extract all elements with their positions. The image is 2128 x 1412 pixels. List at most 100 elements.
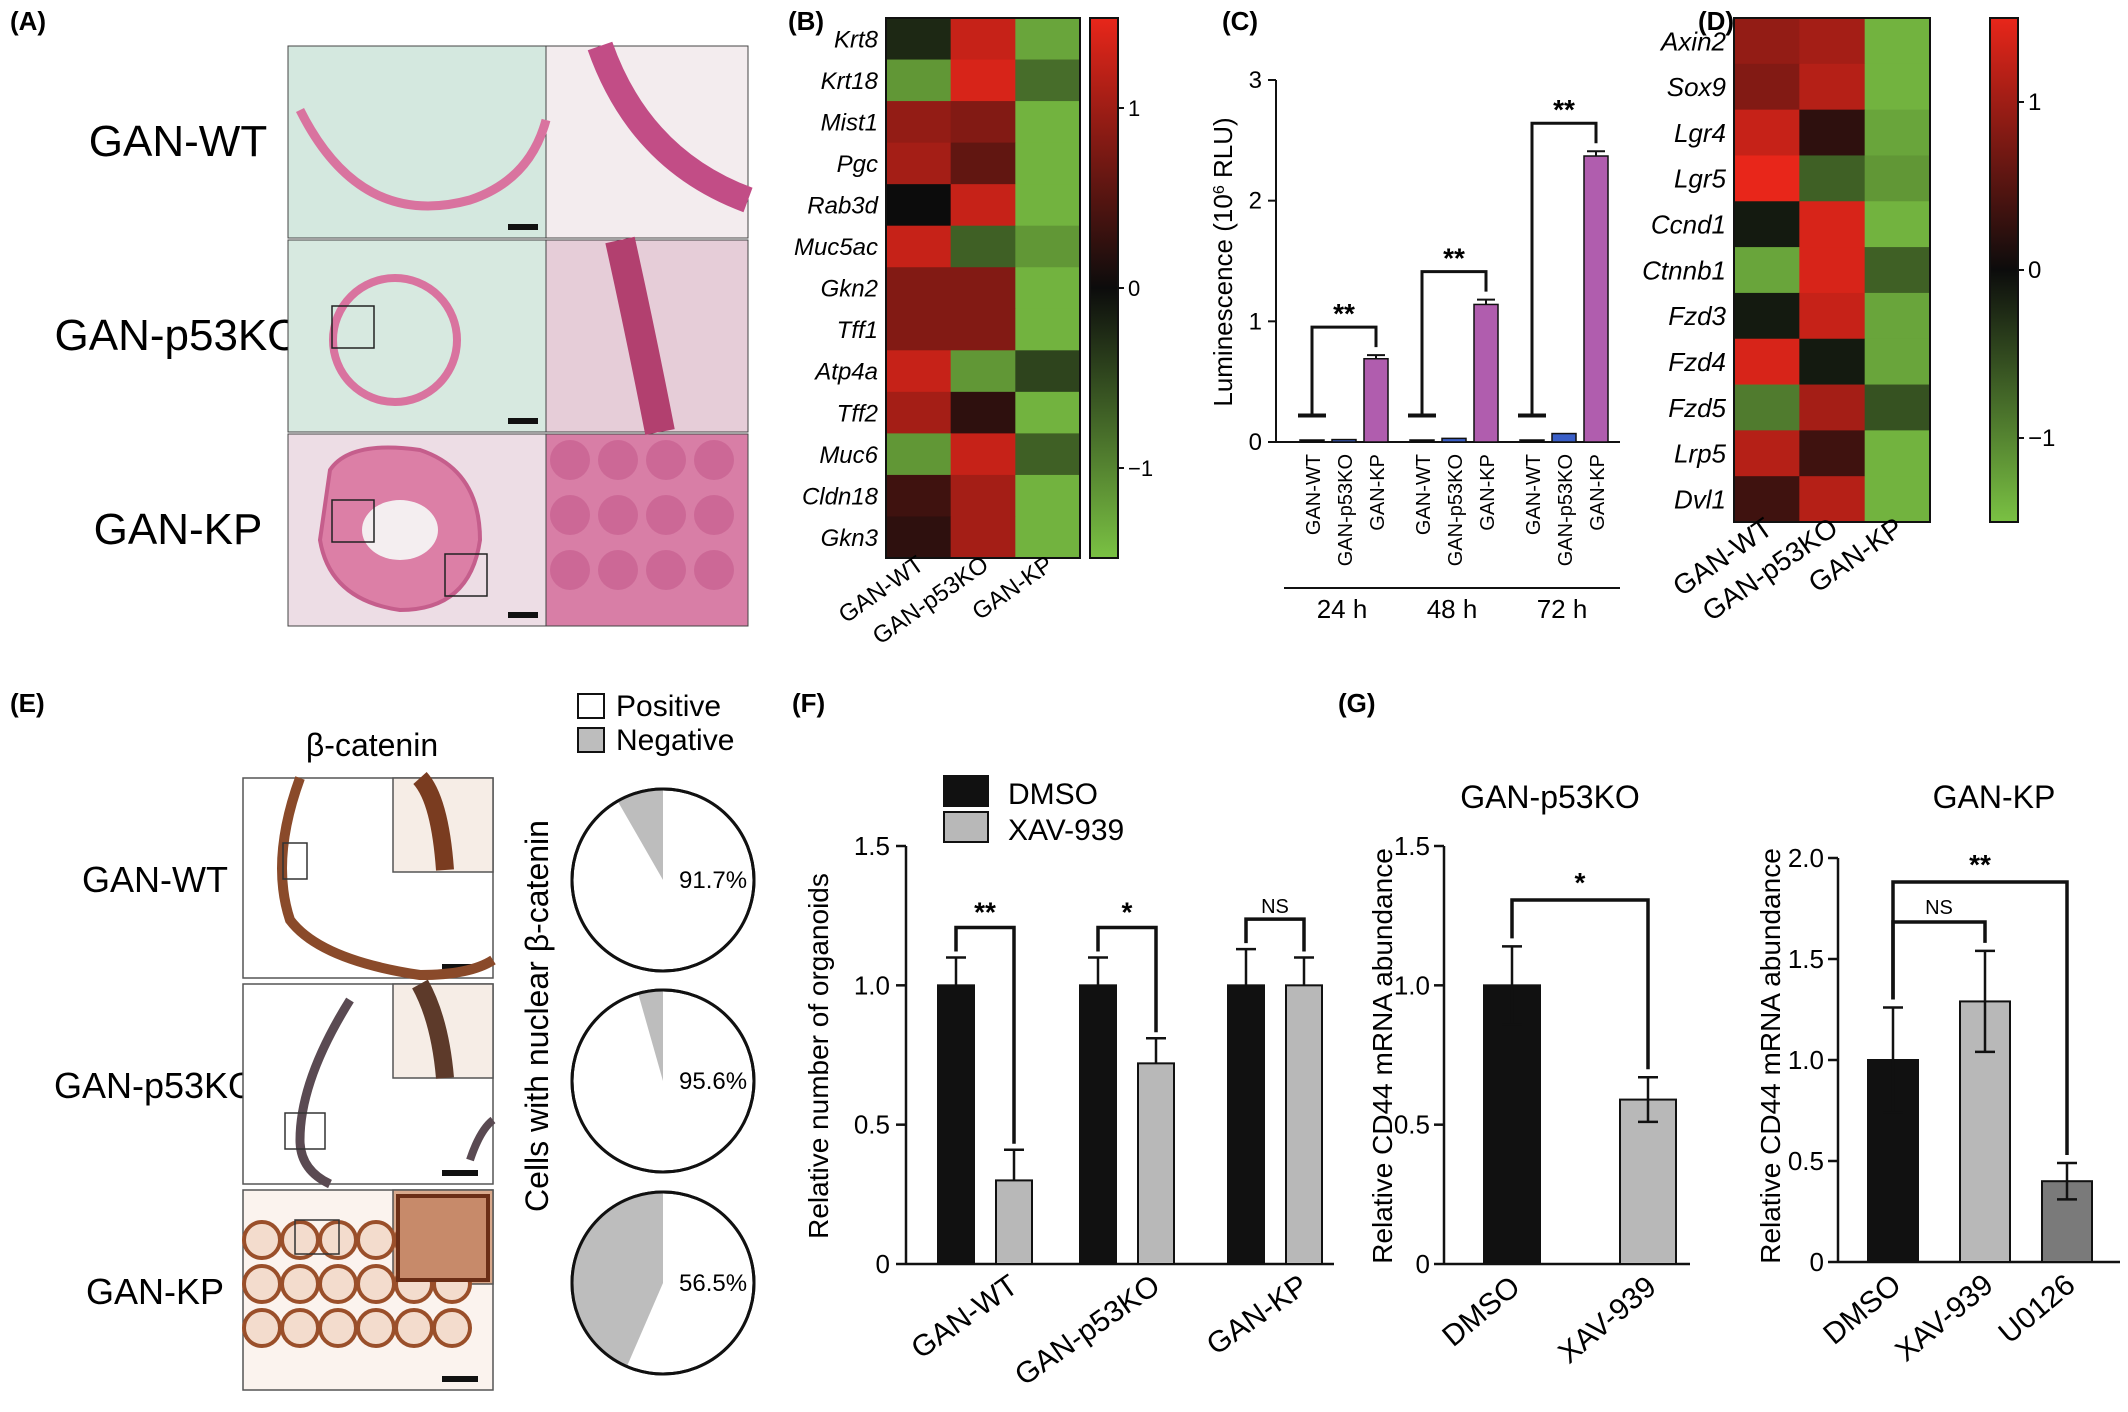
bar-label: GAN-WT [1523, 454, 1545, 535]
cell-nucleus [598, 440, 638, 480]
significance-mark: NS [1925, 897, 1953, 919]
heat-cell-mist1-1 [886, 101, 952, 144]
panel-letter-E: (E) [10, 688, 45, 718]
bar-gan-kp-3 [1583, 155, 1609, 443]
y-axis-label: Cells with nuclear β-catenin [519, 820, 555, 1212]
heat-cell-ccnd1-3 [1864, 201, 1931, 248]
category-label-u0126: U0126 [1993, 1268, 2082, 1350]
heat-cell-krt8-1 [886, 18, 952, 61]
heat-cell-gkn2-2 [950, 267, 1016, 310]
heat-cell-lrp5-3 [1864, 430, 1931, 477]
panel-b: Krt8 Krt18 Mist1 Pgc Rab3d Muc5ac Gkn2 Tff1 Atp4… [794, 17, 1153, 650]
epithelium-stain [466, 1116, 496, 1162]
heat-cell-mist1-3 [1015, 101, 1081, 144]
group-label: 72 h [1537, 594, 1588, 624]
scale-bar [508, 224, 538, 230]
cell-membrane-stain [356, 1308, 396, 1348]
heat-cell-krt8-3 [1015, 18, 1081, 61]
legend-swatch-negative [577, 727, 605, 753]
y-tick-label: 1.0 [1788, 1045, 1824, 1075]
legend-swatch-dmso [943, 775, 989, 807]
heat-cell-sox9-1 [1734, 63, 1800, 111]
cell-membrane-stain [318, 1220, 358, 1260]
row-label-gan-kp: GAN-KP [86, 1271, 224, 1312]
y-tick-label: 0 [876, 1249, 890, 1279]
cell-nucleus [598, 495, 638, 535]
cell-membrane-stain [280, 1308, 320, 1348]
row-label-gan-wt: GAN-WT [82, 859, 228, 900]
heat-cell-atp4a-1 [886, 350, 952, 393]
heat-cell-lrp5-1 [1734, 430, 1800, 477]
bar-label: GAN-KP [1367, 454, 1389, 531]
panel-letter-D: (D) [1698, 6, 1734, 36]
category-label-dmso: DMSO [1436, 1270, 1526, 1353]
heat-cell-mist1-2 [950, 101, 1016, 144]
bar-dmso-gan-wt [937, 984, 975, 1265]
bar-label: GAN-WT [1413, 454, 1435, 535]
row-label-gan-kp: GAN-KP [94, 505, 263, 554]
heat-cell-cldn18-3 [1015, 474, 1081, 517]
scale-tick-label: 0 [1128, 276, 1140, 301]
gene-label-muc6: Muc6 [819, 442, 878, 469]
group-label: 24 h [1317, 594, 1368, 624]
heat-cell-fzd4-3 [1864, 338, 1931, 386]
y-tick-label: 0 [1249, 429, 1262, 456]
gene-label-sox9: Sox9 [1667, 72, 1726, 102]
gene-label-muc5ac: Muc5ac [794, 234, 878, 261]
bar-xav-939-gan-wt [995, 1179, 1033, 1266]
pie-outline [570, 988, 756, 1174]
zoom-box [294, 1219, 340, 1255]
heat-cell-dvl1-2 [1799, 476, 1866, 523]
cell-nucleus [646, 550, 686, 590]
y-tick-label: 1.5 [1394, 831, 1430, 861]
gene-label-ccnd1: Ccnd1 [1651, 210, 1726, 240]
pie-outline [570, 1190, 756, 1376]
cell-nucleus [550, 495, 590, 535]
heat-cell-tff2-3 [1015, 391, 1081, 434]
gene-label-ctnnb1: Ctnnb1 [1642, 255, 1726, 285]
significance-bracket [1530, 121, 1598, 416]
heat-cell-muc6-1 [886, 433, 952, 476]
panel-letter-G: (G) [1338, 688, 1376, 718]
heat-cell-lgr4-1 [1734, 109, 1800, 156]
zoom-box [284, 1112, 326, 1150]
gene-label-fzd5: Fzd5 [1668, 393, 1726, 423]
heat-cell-gkn2-3 [1015, 267, 1081, 310]
heat-cell-ccnd1-1 [1734, 201, 1800, 248]
y-tick-label: 3 [1249, 67, 1262, 94]
epithelium-stain-zoom [412, 771, 454, 871]
heat-cell-muc5ac-3 [1015, 225, 1081, 268]
bar-gan-wt-1 [1299, 439, 1325, 443]
heat-cell-atp4a-3 [1015, 350, 1081, 393]
significance-bracket [1244, 917, 1306, 952]
panel-letter-F: (F) [792, 688, 825, 718]
gene-label-cldn18: Cldn18 [802, 483, 879, 510]
gene-label-lgr5: Lgr5 [1674, 164, 1727, 194]
pie-label: 91.7% [679, 867, 747, 894]
heat-cell-rab3d-3 [1015, 184, 1081, 227]
legend-label-xav939: XAV-939 [1008, 814, 1124, 847]
heat-cell-ctnnb1-1 [1734, 247, 1800, 294]
legend-swatch-xav939 [943, 811, 989, 843]
heat-cell-muc6-2 [950, 433, 1016, 476]
pie-negative-3 [572, 1192, 663, 1367]
heat-cell-fzd5-2 [1799, 384, 1866, 431]
cell-membrane-stain [356, 1220, 396, 1260]
heat-cell-gkn2-1 [886, 267, 952, 310]
scale-bar [442, 1376, 478, 1382]
group-label: 48 h [1427, 594, 1478, 624]
bar-label: GAN-p53KO [1555, 454, 1577, 566]
inset-membrane-stain [396, 1194, 490, 1282]
heat-cell-fzd3-2 [1799, 292, 1866, 340]
epithelium-stain [295, 997, 354, 1189]
heat-cell-lrp5-2 [1799, 430, 1866, 477]
panel-d: Axin2 Sox9 Lgr4 Lgr5 Ccnd1 Ctnnb1 Fzd3 Fzd4 Fzd5… [1642, 17, 2055, 627]
heat-cell-krt18-2 [950, 59, 1016, 102]
chart-title: GAN-KP [1933, 779, 2056, 815]
bar-gan-wt-2 [1409, 439, 1435, 443]
gene-label-tff2: Tff2 [837, 400, 878, 427]
gene-label-rab3d: Rab3d [807, 193, 878, 220]
heat-cell-fzd4-2 [1799, 338, 1866, 386]
scale-tick-label: 0 [2028, 257, 2041, 284]
